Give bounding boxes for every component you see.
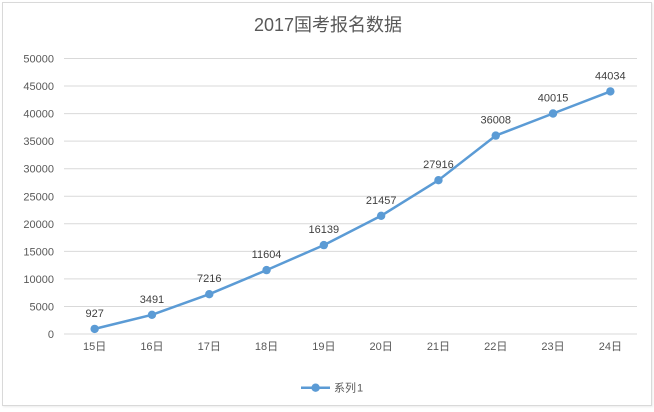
svg-text:44034: 44034: [595, 70, 626, 82]
svg-text:3491: 3491: [140, 294, 164, 306]
svg-text:5000: 5000: [30, 301, 54, 313]
svg-text:20000: 20000: [23, 219, 54, 231]
svg-text:0: 0: [48, 329, 54, 341]
svg-text:15日: 15日: [83, 341, 106, 353]
svg-text:20日: 20日: [370, 341, 393, 353]
svg-text:16日: 16日: [140, 341, 163, 353]
svg-text:50000: 50000: [23, 54, 54, 66]
svg-text:17日: 17日: [198, 341, 221, 353]
svg-text:11604: 11604: [252, 249, 282, 261]
svg-text:40000: 40000: [23, 109, 54, 121]
svg-text:15000: 15000: [23, 246, 54, 258]
svg-text:24日: 24日: [599, 341, 622, 353]
svg-text:10000: 10000: [23, 274, 54, 286]
svg-text:21457: 21457: [366, 195, 397, 207]
svg-text:7216: 7216: [197, 273, 221, 285]
svg-text:16139: 16139: [309, 224, 340, 236]
svg-text:35000: 35000: [23, 136, 54, 148]
svg-text:22日: 22日: [484, 341, 507, 353]
svg-text:45000: 45000: [23, 81, 54, 93]
svg-text:30000: 30000: [23, 164, 54, 176]
svg-text:18日: 18日: [255, 341, 278, 353]
svg-text:927: 927: [85, 308, 103, 320]
svg-text:23日: 23日: [541, 341, 564, 353]
svg-text:19日: 19日: [312, 341, 335, 353]
svg-text:40015: 40015: [538, 93, 569, 105]
svg-text:系列1: 系列1: [334, 381, 363, 395]
svg-text:25000: 25000: [23, 191, 54, 203]
svg-text:36008: 36008: [480, 115, 511, 127]
svg-text:21日: 21日: [427, 341, 450, 353]
svg-text:27916: 27916: [423, 159, 454, 171]
